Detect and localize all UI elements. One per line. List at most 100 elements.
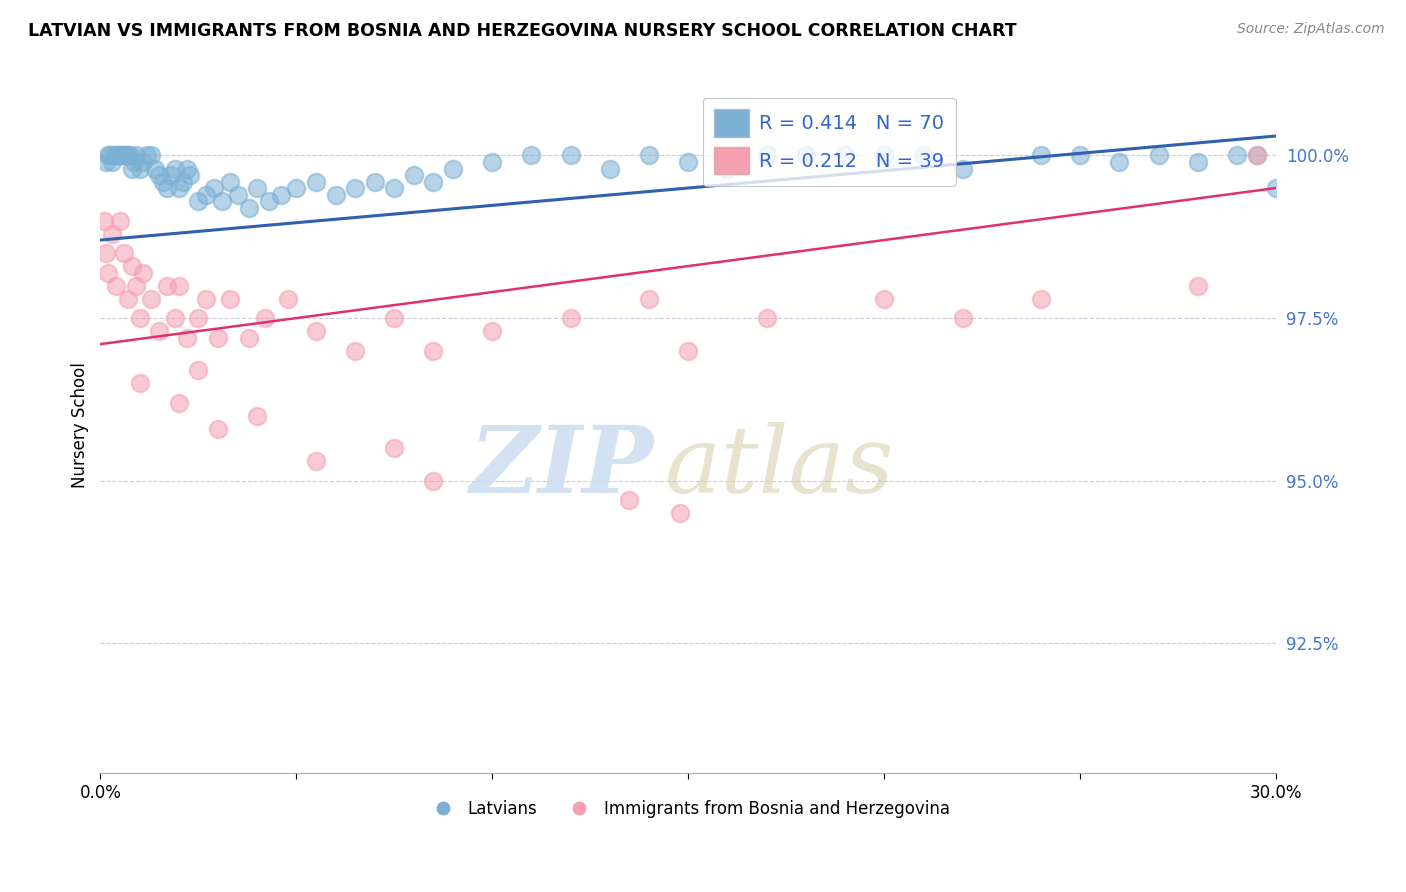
Point — [167, 395, 190, 409]
Text: LATVIAN VS IMMIGRANTS FROM BOSNIA AND HERZEGOVINA NURSERY SCHOOL CORRELATION CHA: LATVIAN VS IMMIGRANTS FROM BOSNIA AND HE… — [28, 22, 1017, 40]
Point — [382, 441, 405, 455]
Point — [1187, 155, 1209, 169]
Point — [132, 155, 155, 169]
Point — [560, 311, 582, 326]
Point — [160, 168, 183, 182]
Point — [676, 155, 699, 169]
Point — [121, 161, 143, 176]
Point — [599, 161, 621, 176]
Point — [382, 311, 405, 326]
Point — [101, 155, 124, 169]
Point — [325, 187, 347, 202]
Point — [176, 331, 198, 345]
Point — [195, 187, 218, 202]
Point — [238, 201, 260, 215]
Point — [560, 148, 582, 162]
Point — [218, 292, 240, 306]
Point — [305, 324, 328, 338]
Point — [755, 311, 778, 326]
Point — [117, 292, 139, 306]
Point — [143, 161, 166, 176]
Point — [344, 181, 367, 195]
Point — [114, 148, 136, 162]
Point — [112, 148, 135, 162]
Point — [238, 331, 260, 345]
Point — [1029, 292, 1052, 306]
Point — [148, 324, 170, 338]
Point — [103, 148, 125, 162]
Point — [167, 181, 190, 195]
Point — [108, 148, 131, 162]
Text: atlas: atlas — [665, 422, 894, 512]
Point — [1246, 148, 1268, 162]
Point — [794, 148, 817, 162]
Point — [253, 311, 276, 326]
Point — [1108, 155, 1130, 169]
Point — [481, 324, 503, 338]
Point — [148, 168, 170, 182]
Point — [1226, 148, 1249, 162]
Point — [716, 161, 738, 176]
Point — [98, 148, 121, 162]
Point — [285, 181, 308, 195]
Point — [117, 148, 139, 162]
Point — [202, 181, 225, 195]
Point — [118, 148, 141, 162]
Point — [246, 181, 269, 195]
Point — [1147, 148, 1170, 162]
Point — [112, 246, 135, 260]
Point — [207, 331, 229, 345]
Point — [141, 148, 163, 162]
Point — [305, 454, 328, 468]
Text: ZIP: ZIP — [468, 422, 652, 512]
Point — [187, 363, 209, 377]
Point — [952, 161, 974, 176]
Point — [441, 161, 464, 176]
Point — [195, 292, 218, 306]
Point — [163, 311, 186, 326]
Point — [669, 506, 692, 520]
Point — [382, 181, 405, 195]
Point — [520, 148, 543, 162]
Point — [156, 278, 179, 293]
Point — [422, 474, 444, 488]
Point — [207, 422, 229, 436]
Point — [97, 148, 120, 162]
Point — [912, 148, 935, 162]
Point — [128, 311, 150, 326]
Point — [156, 181, 179, 195]
Point — [128, 161, 150, 176]
Point — [422, 343, 444, 358]
Point — [422, 174, 444, 188]
Point — [111, 148, 134, 162]
Point — [97, 266, 120, 280]
Point — [1187, 278, 1209, 293]
Point — [132, 266, 155, 280]
Point — [211, 194, 233, 208]
Point — [952, 311, 974, 326]
Point — [187, 194, 209, 208]
Point — [96, 155, 118, 169]
Point — [218, 174, 240, 188]
Point — [619, 493, 641, 508]
Point — [124, 148, 146, 162]
Point — [96, 246, 118, 260]
Point — [152, 174, 174, 188]
Point — [121, 259, 143, 273]
Point — [122, 155, 145, 169]
Point — [105, 148, 128, 162]
Point — [344, 343, 367, 358]
Point — [257, 194, 280, 208]
Point — [93, 213, 115, 227]
Legend: Latvians, Immigrants from Bosnia and Herzegovina: Latvians, Immigrants from Bosnia and Her… — [419, 793, 957, 824]
Point — [246, 409, 269, 423]
Point — [1069, 148, 1091, 162]
Point — [124, 278, 146, 293]
Point — [481, 155, 503, 169]
Point — [226, 187, 249, 202]
Point — [305, 174, 328, 188]
Y-axis label: Nursery School: Nursery School — [72, 362, 89, 489]
Point — [187, 311, 209, 326]
Point — [270, 187, 292, 202]
Point — [638, 148, 661, 162]
